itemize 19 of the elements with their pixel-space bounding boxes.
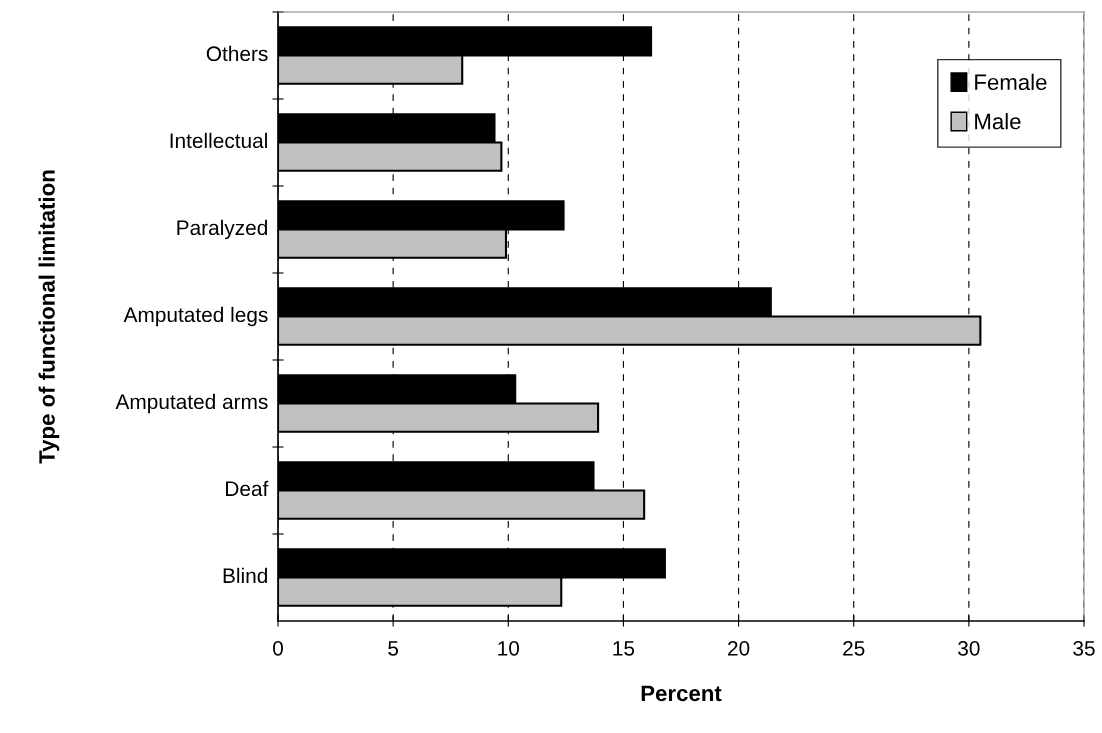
- legend-label: Female: [975, 73, 1047, 91]
- x-tick-label: 20: [728, 640, 750, 656]
- x-tick-label: 0: [273, 640, 283, 656]
- y-axis-title: Type of functional limitation: [38, 170, 60, 464]
- x-axis-title: Percent: [641, 685, 722, 702]
- x-tick-label: 35: [1073, 640, 1095, 656]
- y-tick-label: Amputated arms: [115, 393, 268, 414]
- x-tick-label: 5: [388, 641, 399, 656]
- x-tick-label: 30: [958, 640, 980, 656]
- legend-label: Male: [975, 113, 1021, 130]
- y-tick-label: Others: [206, 45, 268, 62]
- x-tick-label: 25: [843, 640, 865, 656]
- y-tick-label: Blind: [223, 567, 267, 584]
- y-tick-label: Deaf: [226, 480, 269, 497]
- x-tick-label: 15: [613, 641, 635, 656]
- y-tick-label: Amputated legs: [123, 306, 268, 327]
- y-tick-label: Intellectual: [170, 132, 267, 149]
- y-tick-label: Paralyzed: [177, 219, 267, 240]
- x-tick-label: 10: [498, 640, 520, 656]
